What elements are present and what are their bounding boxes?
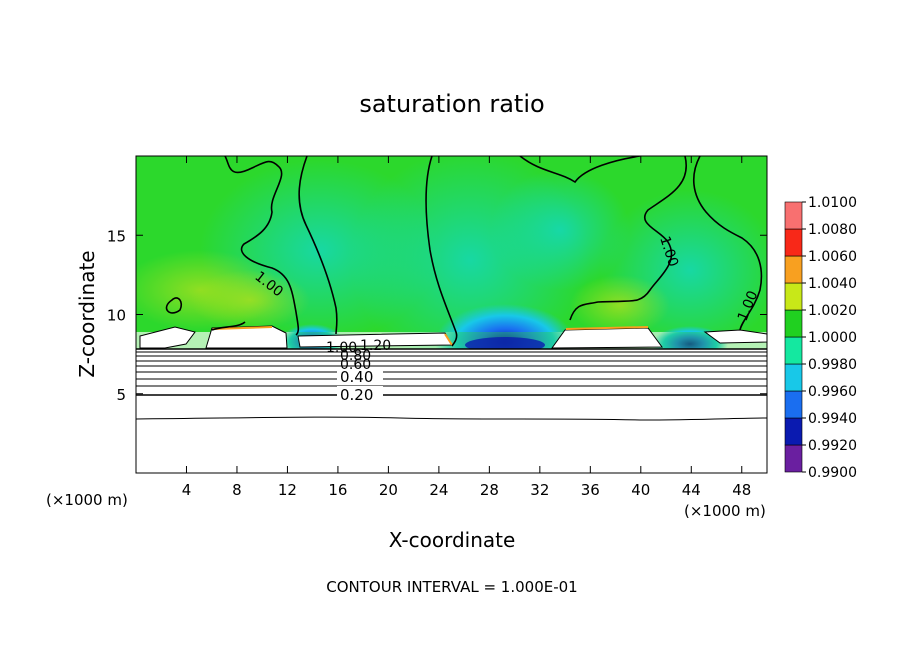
colorbar-swatch <box>784 228 803 257</box>
contour-label: 0.20 <box>340 386 373 404</box>
colorbar-level-label: 0.9900 <box>808 465 857 481</box>
contour-1.00 <box>165 156 763 347</box>
colorbar-level-label: 0.9960 <box>808 384 857 400</box>
colorbar-level-label: 1.0040 <box>808 276 857 292</box>
colorbar-swatch <box>784 201 803 230</box>
x-tick-label: 36 <box>581 481 600 499</box>
cloud-hole-2 <box>205 325 288 349</box>
x-axis-ticks: 4 8 12 16 20 24 28 32 36 40 44 48 <box>182 156 751 499</box>
colorbar: 0.9900 0.9920 0.9940 0.9960 0.9980 1.0000 1.00… <box>784 195 857 481</box>
subsaturated-region <box>136 349 767 473</box>
contour-interval-note: CONTOUR INTERVAL = 1.000E-01 <box>326 578 577 596</box>
contour-labels: 1.00 1.00 1.00 0.20 0.40 0.60 0.80 1.00 … <box>252 234 762 404</box>
colorbar-level-label: 0.9980 <box>808 357 857 373</box>
x-tick-label: 4 <box>182 481 192 499</box>
x-tick-label: 28 <box>480 481 499 499</box>
x-unit-right: (×1000 m) <box>684 502 766 520</box>
x-tick-label: 48 <box>732 481 751 499</box>
colorbar-swatch <box>784 282 803 311</box>
contour-label: 0.60 <box>340 357 371 373</box>
y-axis-label: Z-coordinate <box>75 250 99 377</box>
x-tick-label: 44 <box>682 481 701 499</box>
contour-label: 1.20 <box>360 338 391 354</box>
x-tick-label: 40 <box>631 481 650 499</box>
colorbar-level-label: 1.0080 <box>808 222 857 238</box>
x-tick-label: 32 <box>530 481 549 499</box>
contour-label: 1.00 <box>326 340 357 356</box>
y-tick-label: 5 <box>116 386 126 404</box>
colorbar-swatch <box>784 417 803 446</box>
x-tick-label: 16 <box>328 481 347 499</box>
colorbar-swatch <box>784 444 803 473</box>
y-tick-label: 15 <box>107 227 126 245</box>
plot-area <box>136 156 767 473</box>
cloud-hole-4 <box>551 327 663 349</box>
x-tick-label: 20 <box>379 481 398 499</box>
colorbar-level-label: 1.0100 <box>808 195 857 211</box>
colorbar-level-label: 1.0000 <box>808 330 857 346</box>
cloud-hole-5 <box>703 329 767 344</box>
x-axis-label: X-coordinate <box>389 528 516 552</box>
x-tick-label: 24 <box>429 481 448 499</box>
colorbar-swatch <box>784 255 803 284</box>
colorbar-swatch <box>784 309 803 338</box>
colorbar-swatch <box>784 336 803 365</box>
colorbar-level-label: 0.9920 <box>808 438 857 454</box>
colorbar-level-label: 0.9940 <box>808 411 857 427</box>
contour-label: 0.40 <box>340 368 373 386</box>
x-tick-label: 12 <box>278 481 297 499</box>
y-tick-label: 10 <box>107 307 126 325</box>
cloud-hole-1 <box>139 326 196 349</box>
x-tick-label: 8 <box>232 481 242 499</box>
y-axis-ticks: 5 10 15 <box>107 227 767 404</box>
colorbar-swatch <box>784 390 803 419</box>
chart-title: saturation ratio <box>359 90 544 118</box>
colorbar-swatch <box>784 363 803 392</box>
colorbar-level-label: 1.0020 <box>808 303 857 319</box>
contour-label: 0.80 <box>340 348 371 364</box>
x-unit-left: (×1000 m) <box>46 491 128 509</box>
colorbar-level-label: 1.0060 <box>808 249 857 265</box>
